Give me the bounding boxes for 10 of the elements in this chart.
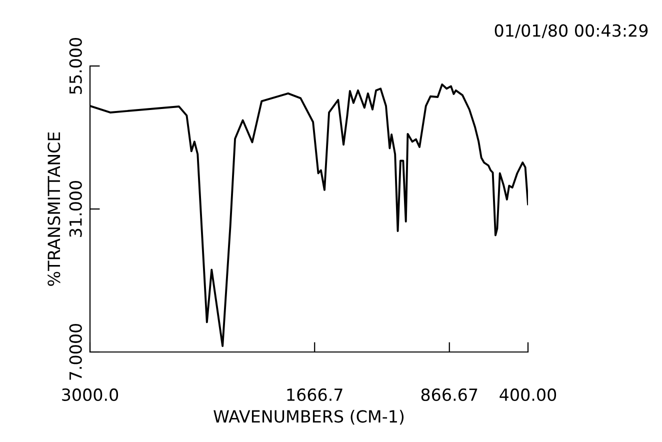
y-tick-label: 31.000 [69, 180, 82, 237]
x-tick-label: 866.67 [421, 388, 478, 402]
y-axis-title: %TRANSMITTANCE [48, 132, 60, 286]
y-tick-label: 7.0000 [69, 324, 82, 380]
x-tick-label: 1666.7 [287, 388, 342, 402]
y-tick-label: 55.000 [69, 38, 82, 94]
x-axis-title: WAVENUMBERS (CM-1) [214, 410, 404, 425]
x-tick-label: 3000.0 [62, 388, 118, 402]
text: 01/01/80 00:43:29 [494, 24, 648, 38]
x-tick-label: 400.00 [500, 388, 556, 402]
